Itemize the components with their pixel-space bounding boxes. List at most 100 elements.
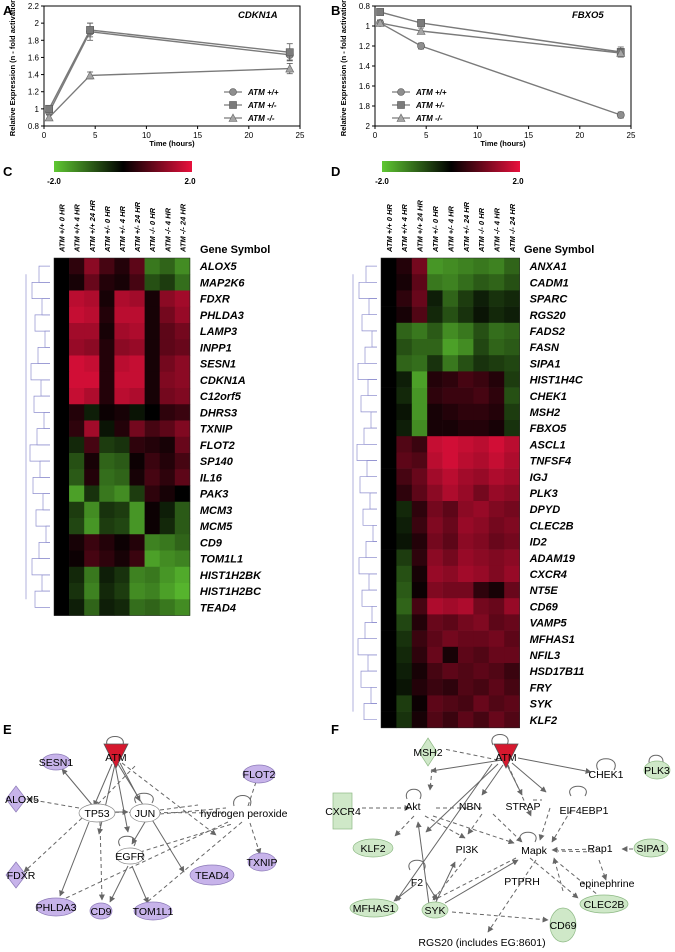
- heatmap-cell: [84, 306, 100, 324]
- heatmap-cell: [396, 371, 413, 388]
- network-f: MSH2 ATM CHEK1 PLK3 CXCR4 Akt NBN STRAP …: [325, 734, 671, 949]
- node-label-txnip: TXNIP: [247, 857, 278, 869]
- heatmap-cell: [144, 518, 160, 535]
- series-layer: [44, 22, 295, 122]
- dendrogram-branch: [368, 573, 377, 591]
- y-tick-label: 2: [366, 122, 371, 131]
- column-label: ATM +/+ 0 HR: [385, 204, 394, 253]
- heatmap-cell: [442, 679, 459, 696]
- heatmap-cell: [396, 663, 413, 680]
- heatmap-cell: [488, 258, 505, 275]
- heatmap-cell: [427, 663, 443, 680]
- heatmap-cell: [174, 306, 191, 324]
- x-tick-label: 5: [424, 131, 429, 140]
- heatmap-cell: [99, 306, 115, 324]
- heatmap-cell: [427, 582, 443, 599]
- heatmap-cell: [114, 306, 130, 324]
- heatmap-cell: [114, 534, 130, 551]
- heatmap-cell: [396, 711, 413, 729]
- heatmap-cell: [488, 711, 505, 729]
- x-tick-label: 10: [473, 131, 482, 140]
- heatmap-cell: [396, 565, 413, 583]
- heatmap-cell: [488, 420, 505, 437]
- heatmap-cell: [411, 565, 428, 583]
- heatmap-cell: [504, 501, 520, 518]
- heatmap-cell: [411, 339, 428, 356]
- heatmap-cell: [504, 711, 520, 729]
- edge: [434, 861, 456, 905]
- edge: [432, 857, 467, 901]
- column-label: ATM -/- 4 HR: [163, 207, 172, 253]
- node-label-flot2: FLOT2: [243, 769, 276, 781]
- y-axis-label: Relative Expression (n - fold activation…: [8, 0, 17, 136]
- heatmap-cell: [84, 453, 100, 470]
- heatmap-cell: [69, 599, 85, 616]
- heatmap-cell: [381, 290, 397, 307]
- heatmap-cell: [427, 630, 443, 648]
- heatmap-cell: [396, 468, 413, 486]
- heatmap-cell: [504, 355, 520, 372]
- heatmap-cell: [84, 404, 100, 421]
- edge: [139, 823, 233, 853]
- heatmap-cell: [473, 582, 490, 599]
- node-label-eif4ebp1: EIF4EBP1: [559, 805, 608, 817]
- edge: [59, 821, 90, 897]
- heatmap-cell: [504, 549, 520, 567]
- heatmap-cell: [114, 371, 130, 389]
- heatmap-cell: [84, 274, 100, 291]
- dendrogram-branch: [363, 703, 377, 721]
- heatmap-cell: [411, 663, 428, 680]
- heatmap-cell: [129, 339, 145, 356]
- data-point: [416, 26, 426, 35]
- heatmap-cell: [159, 274, 176, 291]
- heatmap-cell: [488, 306, 505, 324]
- heatmap-cell: [159, 355, 176, 373]
- heatmap-cell: [442, 322, 459, 340]
- heatmap-cell: [174, 501, 191, 519]
- row-labels: ANXA1 CADM1 SPARC RGS20 FADS2 FASN SIPA1 HIST1H…: [529, 261, 585, 727]
- heatmap-cell: [54, 388, 70, 405]
- heatmap-cell: [99, 371, 115, 389]
- x-tick-label: 5: [93, 131, 98, 140]
- gene-label: FDXR: [200, 294, 230, 306]
- heatmap-cell: [114, 436, 130, 454]
- heatmap-cell: [381, 614, 397, 631]
- dendrogram-branch: [33, 395, 50, 413]
- gene-label: KLF2: [530, 715, 558, 727]
- heatmap-cell: [442, 371, 459, 388]
- heatmap-cell: [69, 404, 85, 421]
- heatmap-cell: [411, 646, 428, 664]
- gene-label: DPYD: [530, 504, 561, 516]
- heatmap-cell: [504, 436, 520, 453]
- heatmap-cell: [442, 517, 459, 534]
- dendrogram-branch: [369, 492, 377, 510]
- gene-label: CDKN1A: [200, 375, 246, 387]
- edge: [443, 748, 499, 761]
- gene-label: SESN1: [200, 359, 236, 371]
- heatmap-cell: [99, 583, 115, 600]
- heatmap-cell: [114, 550, 130, 568]
- heatmap-cell: [174, 485, 191, 503]
- heatmap-cell: [114, 258, 130, 275]
- heatmap-cell: [159, 469, 176, 486]
- heatmap-cell: [427, 355, 443, 372]
- heatmap-cell: [427, 646, 443, 664]
- heatmap-cell: [442, 420, 459, 437]
- dendrogram-branch: [360, 670, 377, 688]
- y-tick-label: 1.6: [359, 82, 371, 91]
- heatmap-cell: [473, 387, 490, 405]
- heatmap-cell: [488, 355, 505, 372]
- heatmap-cell: [458, 630, 474, 648]
- x-tick-label: 0: [42, 131, 47, 140]
- heatmap-cell: [504, 339, 520, 356]
- heatmap-cell: [396, 517, 413, 534]
- x-tick-label: 20: [244, 131, 253, 140]
- edge: [425, 763, 499, 833]
- heatmap-cell: [144, 583, 160, 600]
- heatmap-cell: [473, 306, 490, 324]
- dendrogram-branch: [356, 443, 377, 461]
- edge: [97, 763, 138, 805]
- data-point: [45, 104, 54, 113]
- heatmap-cell: [381, 420, 397, 437]
- heatmap-cell: [488, 663, 505, 680]
